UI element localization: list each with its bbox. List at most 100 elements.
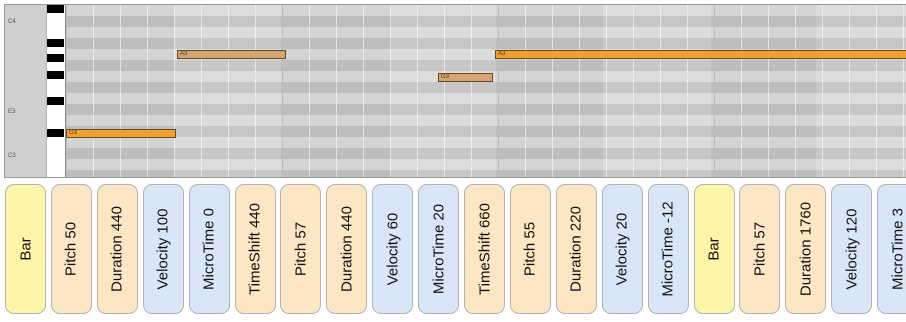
token-velocity-60[interactable]: Velocity 60 [372, 184, 414, 314]
pitch-lane [66, 148, 906, 159]
token-timeshift-440[interactable]: TimeShift 440 [234, 184, 276, 314]
token-label: Velocity 100 [154, 208, 172, 290]
token-pitch-57[interactable]: Pitch 57 [739, 184, 781, 314]
token-label: Pitch 57 [292, 221, 310, 277]
black-key[interactable] [47, 97, 64, 105]
grid-line [903, 5, 904, 177]
token-duration-440[interactable]: Duration 440 [96, 184, 138, 314]
grid-line [444, 5, 445, 177]
grid-line [849, 5, 850, 177]
token-label: Pitch 50 [62, 221, 80, 277]
token-label: Duration 440 [108, 206, 126, 292]
token-label: Duration 1760 [797, 201, 815, 297]
token-microtime-20[interactable]: MicroTime 20 [418, 184, 460, 314]
grid-line [876, 5, 877, 177]
grid-line [768, 5, 769, 177]
token-label: Pitch 57 [751, 221, 769, 277]
token-velocity-20[interactable]: Velocity 20 [601, 184, 643, 314]
pitch-label-column: C4 E3 C3 [5, 5, 47, 177]
token-timeshift-660[interactable]: TimeShift 660 [464, 184, 505, 314]
grid-line [282, 5, 283, 177]
grid-line [633, 5, 634, 177]
token-label: Velocity 60 [384, 212, 402, 286]
grid-line [120, 5, 121, 177]
token-label: MicroTime -12 [659, 201, 677, 297]
token-velocity-100[interactable]: Velocity 100 [142, 184, 184, 314]
black-key[interactable] [47, 5, 64, 13]
token-sequence: Bar Pitch 50 Duration 440 Velocity 100 Micro… [5, 184, 906, 316]
token-bar[interactable]: Bar [693, 184, 735, 314]
beat-band [711, 5, 816, 177]
black-key[interactable] [47, 39, 64, 47]
token-duration-1760[interactable]: Duration 1760 [785, 184, 827, 314]
grid-line [687, 5, 688, 177]
grid-line [66, 5, 67, 177]
note-block[interactable]: A3 [495, 50, 906, 59]
grid-line [390, 5, 391, 177]
token-label: TimeShift 660 [476, 203, 493, 295]
token-pitch-57[interactable]: Pitch 57 [280, 184, 322, 314]
grid-line [309, 5, 310, 177]
grid-line [552, 5, 553, 177]
note-block[interactable]: G3 [438, 73, 493, 82]
grid-line [660, 5, 661, 177]
grid-line [822, 5, 823, 177]
grid-line [363, 5, 364, 177]
pitch-label-e3: E3 [8, 109, 16, 115]
pitch-lane [66, 38, 906, 49]
grid-line [255, 5, 256, 177]
token-label: MicroTime 20 [430, 203, 448, 295]
piano-roll[interactable]: C4 E3 C3 G3 A3 G3 A3 [4, 4, 906, 178]
grid-line [606, 5, 607, 177]
token-duration-220[interactable]: Duration 220 [555, 184, 597, 314]
beat-band [496, 5, 603, 177]
grid-line [741, 5, 742, 177]
grid-line [174, 5, 175, 177]
token-pitch-50[interactable]: Pitch 50 [50, 184, 92, 314]
pitch-lane [66, 126, 906, 137]
pitch-lane [66, 137, 906, 148]
note-grid[interactable]: G3 A3 G3 A3 [66, 5, 906, 177]
token-velocity-120[interactable]: Velocity 120 [831, 184, 873, 314]
token-label: Velocity 120 [843, 208, 861, 290]
token-label: MicroTime 0 [200, 208, 218, 290]
token-label: Velocity 20 [613, 212, 631, 286]
token-label: Bar [705, 237, 723, 261]
pitch-label-c4: C4 [8, 19, 16, 25]
note-block[interactable]: A3 [177, 50, 286, 59]
token-label: TimeShift 440 [246, 203, 264, 295]
grid-line [147, 5, 148, 177]
grid-line [336, 5, 337, 177]
grid-line [471, 5, 472, 177]
grid-line [228, 5, 229, 177]
pitch-lane [66, 93, 906, 104]
grid-line [525, 5, 526, 177]
token-bar[interactable]: Bar [5, 184, 46, 314]
token-label: Bar [17, 237, 34, 261]
black-key[interactable] [47, 54, 64, 62]
pitch-lane [66, 104, 906, 115]
token-label: Pitch 55 [521, 221, 539, 277]
pitch-lane [66, 60, 906, 71]
token-label: Duration 440 [338, 206, 356, 292]
pitch-lane [66, 49, 906, 60]
grid-line [579, 5, 580, 177]
pitch-lane [66, 159, 906, 170]
token-microtime-12[interactable]: MicroTime -12 [647, 184, 689, 314]
pitch-lane [66, 82, 906, 93]
token-microtime-0[interactable]: MicroTime 0 [188, 184, 230, 314]
piano-keyboard[interactable] [47, 5, 66, 177]
black-key[interactable] [47, 71, 64, 79]
pitch-lane [66, 115, 906, 126]
token-pitch-55[interactable]: Pitch 55 [509, 184, 551, 314]
token-duration-440[interactable]: Duration 440 [326, 184, 368, 314]
token-label: Duration 220 [567, 206, 585, 292]
pitch-lane [66, 170, 906, 177]
token-microtime-3[interactable]: MicroTime 3 [877, 184, 906, 314]
grid-line [498, 5, 499, 177]
note-block[interactable]: G3 [66, 129, 176, 138]
pitch-lane [66, 27, 906, 38]
pitch-label-c3: C3 [8, 153, 16, 159]
black-key[interactable] [47, 129, 64, 137]
token-label: MicroTime 3 [889, 208, 906, 290]
